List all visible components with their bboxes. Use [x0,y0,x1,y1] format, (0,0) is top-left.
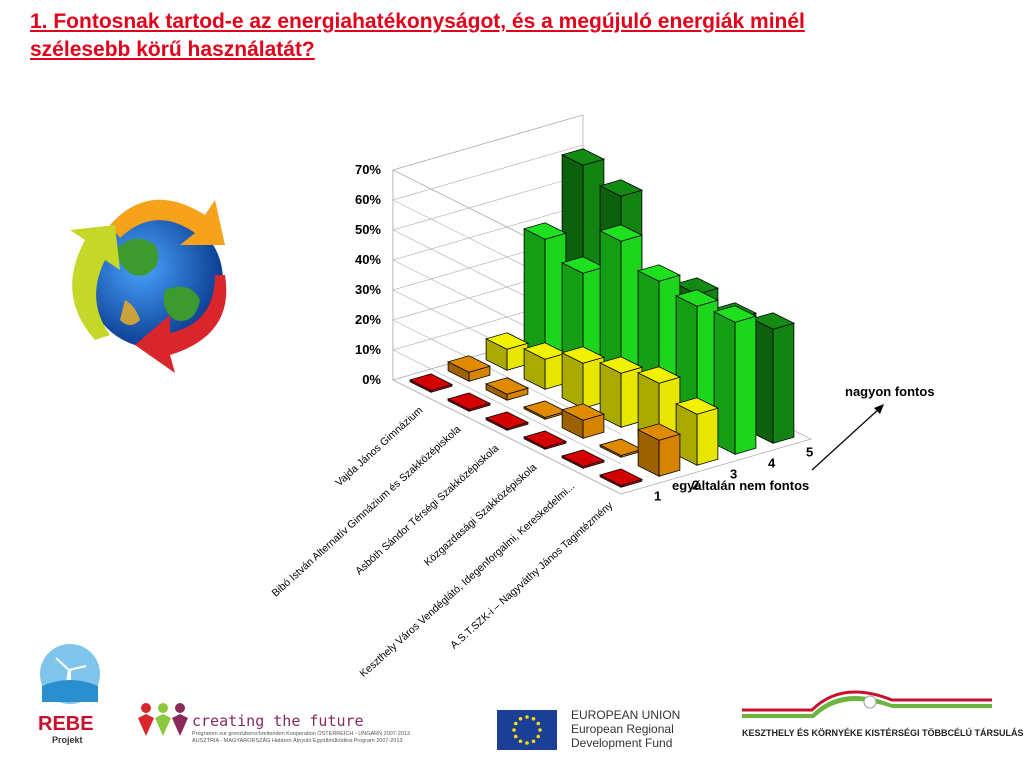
kesz-logo-text: KESZTHELY ÉS KÖRNYÉKE KISTÉRSÉGI TÖBBCÉL… [742,728,1024,738]
annotation-high: nagyon fontos [845,384,935,399]
depth-axis-series-labels: 1 2 3 4 5 [654,445,813,504]
bar-3-4 [599,356,643,428]
rebe-windmill-icon [40,644,100,704]
bar-3-3 [561,346,605,409]
bar-3-6 [675,397,719,466]
y-tick-label: 70% [355,162,381,177]
y-tick-label: 40% [355,252,381,267]
y-axis-ticks: 0% 10% 20% 30% 40% 50% 60% 70% [355,162,381,387]
bar-2-1 [447,355,491,382]
slide-title: 1. Fontosnak tartod-e az energiahatékony… [30,8,1010,64]
category-label: Keszthely Város Vendéglátó, Idegenforgal… [358,480,578,680]
eu-line1: EUROPEAN UNION [571,708,681,722]
bar-4-3 [599,224,643,398]
series-label: 1 [654,489,661,504]
y-tick-label: 10% [355,342,381,357]
kesztelyi-swoosh-icon [742,690,992,718]
ctf-logo-text: creating the future [192,712,364,730]
slide-title-line1: 1. Fontosnak tartod-e az energiahatékony… [30,10,805,33]
gridline [392,294,622,465]
arrow-icon [811,404,884,471]
bar-2-6 [637,423,681,477]
rebe-logo-text: REBE [38,713,94,735]
creating-the-future-figures-icon [138,703,188,736]
bar-1-1 [409,373,453,393]
bar-4-6 [713,305,757,455]
series-label: 3 [730,467,737,482]
bar-1-6 [599,468,643,488]
y-tick-label: 50% [355,222,381,237]
bar-5-6 [751,312,795,444]
ctf-program-line2: AUSZTRIA - MAGYARORSZÁG Határon Átnyúló … [192,738,403,744]
y-tick-label: 60% [355,192,381,207]
series-label: 4 [768,456,776,471]
gridline [392,264,622,435]
ctf-program-line1: Programm zur grenzüberschreitenden Koope… [192,731,410,737]
bar-3-2 [523,342,567,390]
y-tick-label: 20% [355,312,381,327]
eu-line2: European Regional [571,722,674,736]
eu-line3: Development Fund [571,736,673,750]
eu-flag-icon [497,710,557,750]
bar-2-4 [561,403,605,439]
bar-3-1 [485,332,529,371]
recycle-globe-icon [70,199,227,373]
bar-1-4 [523,430,567,450]
category-label: Közgazdasági Szakközépiskola [422,461,539,568]
series-label: 2 [692,478,699,493]
bar-1-5 [561,449,605,469]
bar-2-2 [485,377,529,401]
y-tick-label: 30% [355,282,381,297]
series-label: 5 [806,445,813,460]
bar-4-1 [523,222,567,360]
chart-bars [409,148,795,488]
slide-title-line2: szélesebb körű használatát? [30,38,315,61]
bar-2-5 [599,438,643,458]
annotation-low: egyáltalán nem fontos [672,478,809,493]
y-tick-label: 0% [362,372,381,387]
rebe-logo-sub: Projekt [52,735,83,745]
eu-logo-text: EUROPEAN UNION European Regional Develop… [571,708,680,750]
bar-1-2 [447,392,491,412]
bar-1-3 [485,411,529,431]
